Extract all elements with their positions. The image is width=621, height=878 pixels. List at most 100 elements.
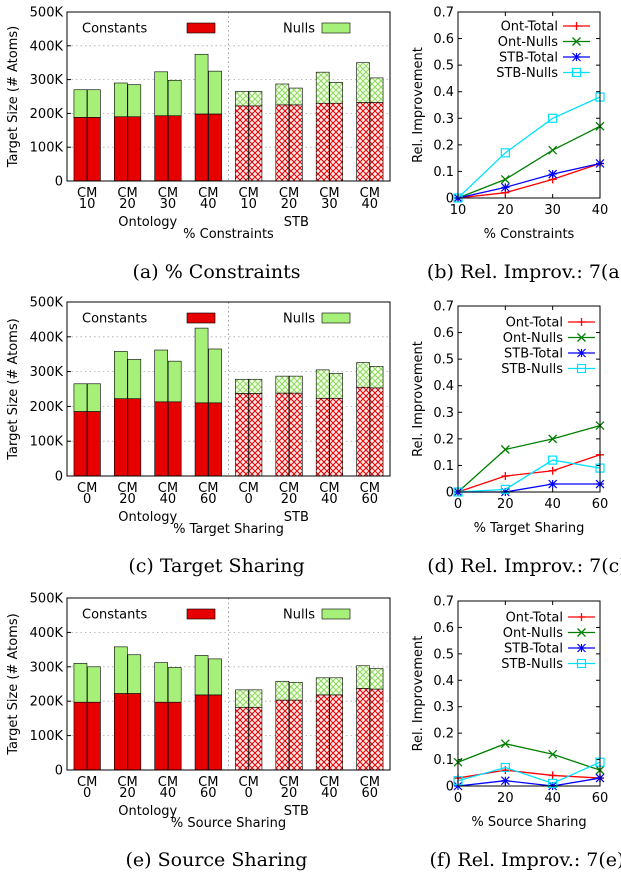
- bar-nulls: [154, 71, 168, 117]
- x-tick-label: 0: [454, 497, 462, 512]
- y-tick-label: 0.4: [433, 85, 454, 100]
- bar-constants: [329, 102, 343, 182]
- x-tick-label: 40: [544, 497, 561, 512]
- data-point: [500, 484, 510, 494]
- y-tick-label: 400K: [30, 330, 64, 345]
- x-tick-label: 0: [245, 492, 253, 507]
- data-point: [572, 52, 581, 62]
- bar-constants: [315, 102, 330, 182]
- bar-constants: [248, 707, 263, 771]
- data-point: [548, 434, 558, 444]
- panel-caption: (d) Rel. Improv.: 7(c): [427, 555, 621, 577]
- bar-nulls: [127, 654, 142, 694]
- bar-constants: [369, 387, 384, 477]
- bar-nulls: [248, 91, 263, 107]
- x-tick-label: 60: [592, 791, 609, 806]
- bar-nulls: [248, 689, 263, 708]
- y-tick-label: 0.6: [433, 326, 454, 341]
- bar-nulls: [329, 373, 343, 399]
- y-tick-label: 0.4: [433, 674, 454, 689]
- bar-constants: [208, 402, 222, 477]
- data-point: [501, 472, 510, 481]
- x-tick-label: 0: [83, 786, 91, 801]
- legend-swatch: [321, 608, 351, 620]
- x-tick-label: 20: [281, 197, 298, 212]
- bar-constants: [275, 392, 290, 477]
- bar-nulls: [87, 383, 101, 412]
- data-point: [572, 22, 581, 30]
- data-point: [548, 455, 558, 465]
- x-tick-label: 40: [160, 786, 177, 801]
- series-line: [457, 761, 601, 785]
- y-axis-label: Rel. Improvement: [411, 47, 426, 163]
- y-tick-label: 200K: [30, 107, 64, 122]
- series-line: [457, 125, 601, 199]
- y-tick-label: 0.6: [433, 621, 454, 636]
- data-point: [500, 182, 510, 192]
- x-tick-label: 20: [119, 492, 136, 507]
- bar-nulls: [235, 689, 249, 708]
- bar-nulls: [315, 71, 330, 104]
- legend-swatch: [321, 312, 351, 324]
- bar-constants: [356, 386, 370, 477]
- x-tick-label: CM: [117, 186, 137, 201]
- y-tick-label: 0.4: [433, 379, 454, 394]
- plot-frame: [66, 301, 391, 477]
- legend-swatch: [186, 608, 216, 620]
- y-tick-label: 0: [55, 764, 63, 779]
- bar-nulls: [194, 327, 209, 404]
- y-axis-label: Target Size (# Atoms): [6, 318, 21, 461]
- legend-label: Ont-Total: [506, 316, 563, 331]
- x-tick-label: CM: [198, 775, 218, 790]
- y-tick-label: 400K: [30, 626, 64, 641]
- series-line: [457, 162, 601, 199]
- x-tick-label: 30: [321, 197, 338, 212]
- bar-nulls: [208, 658, 222, 696]
- series-line: [457, 424, 601, 493]
- plot-frame: [457, 305, 601, 493]
- group-label: Ontology: [118, 215, 177, 230]
- x-tick-label: 0: [454, 791, 462, 806]
- y-tick-label: 0.7: [433, 6, 454, 21]
- bar-nulls: [73, 383, 88, 412]
- y-tick-label: 0.6: [433, 32, 454, 47]
- y-axis-label: Target Size (# Atoms): [6, 26, 21, 169]
- panel-caption: (f) Rel. Improv.: 7(e): [430, 849, 621, 871]
- bar-nulls: [87, 666, 101, 703]
- plot-frame: [66, 597, 391, 771]
- data-point: [548, 771, 557, 780]
- x-tick-label: CM: [77, 775, 97, 790]
- bar-constants: [87, 411, 101, 477]
- x-tick-label: 30: [544, 203, 561, 218]
- bar-constants: [154, 701, 168, 771]
- bar-constants: [154, 115, 168, 182]
- group-label: STB: [284, 215, 309, 230]
- x-tick-label: 60: [200, 786, 217, 801]
- y-tick-label: 500K: [30, 296, 64, 311]
- legend-label: Ont-Nulls: [503, 626, 563, 641]
- data-point: [577, 613, 586, 621]
- bar-constants: [289, 392, 303, 477]
- x-tick-label: CM: [279, 481, 299, 496]
- y-tick-label: 0: [55, 470, 63, 485]
- bar-constants: [73, 411, 88, 477]
- x-tick-label: 0: [245, 786, 253, 801]
- bar-constants: [208, 113, 222, 182]
- bar-nulls: [167, 667, 182, 703]
- bar-constants: [127, 398, 142, 477]
- x-tick-label: 20: [281, 786, 298, 801]
- bar-constants: [208, 694, 222, 771]
- x-tick-label: CM: [319, 186, 339, 201]
- series-line: [457, 743, 601, 771]
- series-line: [457, 459, 601, 493]
- legend-label: Constants: [82, 608, 147, 623]
- bar-nulls: [167, 360, 182, 403]
- panel-caption: (b) Rel. Improv.: 7(a): [427, 261, 621, 283]
- bar-nulls: [127, 359, 142, 400]
- bar-constants: [154, 401, 168, 477]
- y-tick-label: 500K: [30, 6, 64, 21]
- data-point: [500, 445, 510, 454]
- data-point: [500, 174, 510, 184]
- y-tick-label: 0.2: [433, 432, 454, 447]
- bar-constants: [167, 701, 182, 771]
